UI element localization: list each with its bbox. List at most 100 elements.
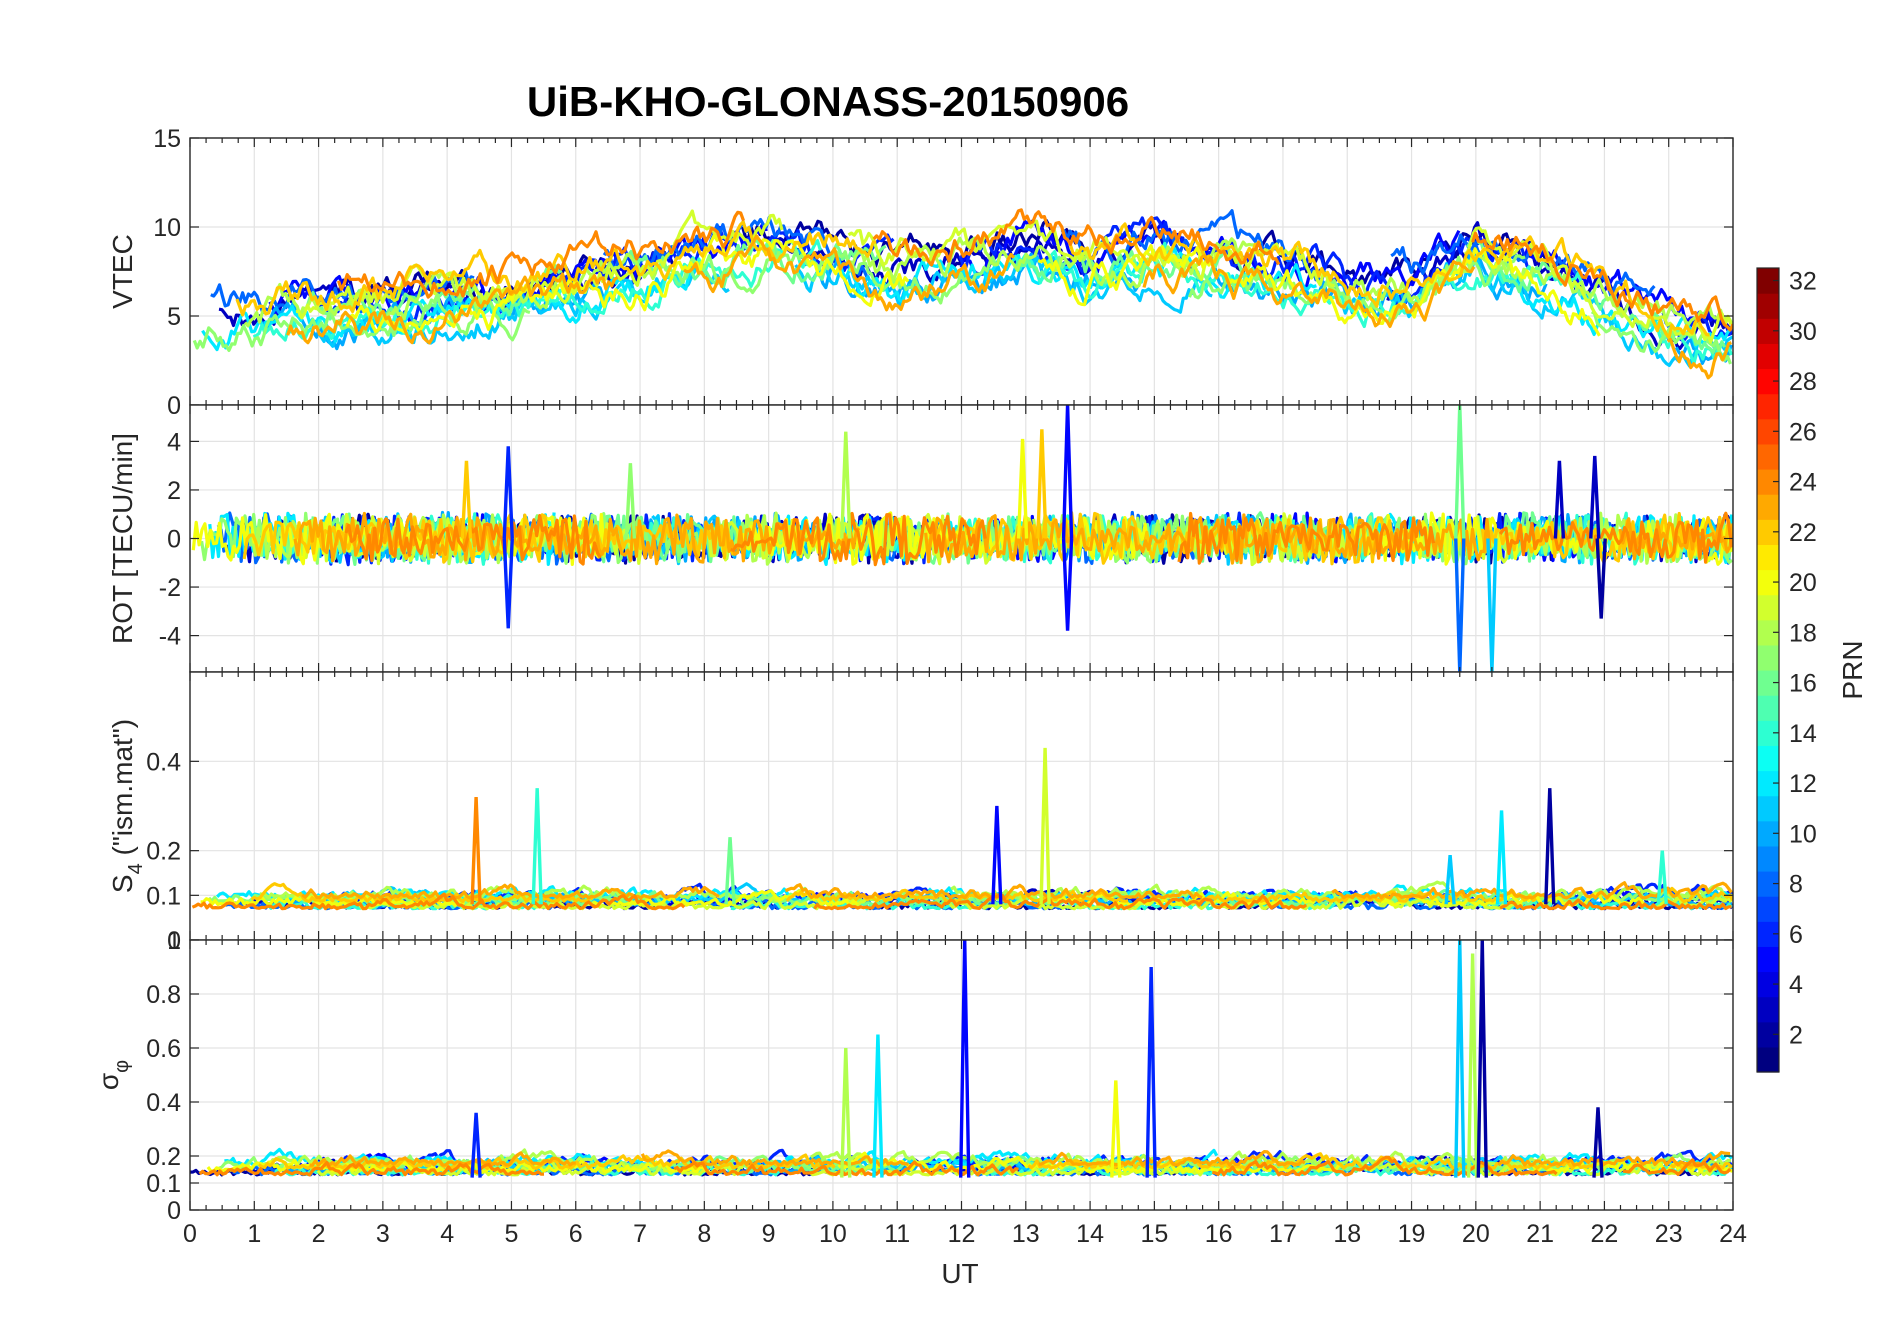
- y-tick-label: 0.2: [146, 838, 181, 866]
- series-prn-8: [1390, 233, 1656, 298]
- series-prn-22: [785, 888, 1129, 903]
- colorbar-tick-label: 30: [1789, 318, 1817, 346]
- colorbar-tick-label: 6: [1789, 921, 1803, 949]
- series-prn-24: [730, 511, 987, 567]
- series-prn-24: [1471, 231, 1733, 332]
- colorbar-swatch: [1757, 293, 1779, 319]
- panel-vtec: 0 5 10 15 VTEC: [107, 125, 1734, 420]
- series-prn-24: [872, 208, 1281, 267]
- y-tick-label: 0.2: [146, 1143, 181, 1171]
- series-group: [192, 208, 1733, 380]
- colorbar-tick-label: 24: [1789, 469, 1817, 497]
- spike-prn-8: [1454, 538, 1466, 672]
- colorbar-tick-label: 12: [1789, 770, 1817, 798]
- series-prn-20: [1532, 1159, 1733, 1174]
- spike-prn-22: [460, 460, 473, 539]
- spike-prn-16: [1454, 405, 1466, 539]
- colorbar-swatch: [1757, 1046, 1779, 1073]
- y-tick-label: 0.6: [146, 1035, 181, 1063]
- colorbar-swatch: [1757, 619, 1779, 646]
- y-tick-label: 4: [167, 428, 181, 456]
- x-tick-label: 11: [884, 1220, 910, 1248]
- series-prn-23: [1497, 1150, 1731, 1167]
- spike-prn-2: [1544, 788, 1556, 905]
- x-tick-label: 21: [1526, 1220, 1554, 1248]
- spike-prn-20: [1016, 438, 1029, 539]
- spike-prn-20: [1110, 1080, 1122, 1178]
- x-tick-label: 17: [1269, 1220, 1297, 1248]
- series-group: [191, 747, 1733, 911]
- colorbar-swatch: [1757, 268, 1779, 294]
- chart-title: UiB-KHO-GLONASS-20150906: [527, 78, 1129, 125]
- colorbar-swatch: [1757, 971, 1779, 998]
- series-prn-23: [309, 1151, 576, 1167]
- spike-prn-14: [531, 788, 543, 905]
- x-tick-label: 22: [1591, 1220, 1619, 1248]
- colorbar-swatch: [1757, 871, 1779, 897]
- series-prn-24: [1498, 511, 1733, 564]
- spike-prn-12: [1495, 810, 1508, 905]
- y-tick-label: 2: [167, 477, 181, 505]
- series-prn-23: [286, 272, 619, 345]
- series-prn-24: [1212, 1155, 1558, 1177]
- spike-prn-11: [1454, 940, 1466, 1178]
- series-prn-18: [1226, 1150, 1579, 1167]
- series-prn-23: [1142, 254, 1476, 328]
- y-tick-label: 0.4: [146, 1089, 181, 1117]
- y-axis-label-s4: S4 ("ism.mat"): [107, 719, 147, 893]
- colorbar-tick-label: 28: [1789, 368, 1817, 396]
- spike-prn-17: [624, 463, 637, 539]
- x-tick-label: 20: [1462, 1220, 1490, 1248]
- x-tick-label: 1: [247, 1220, 261, 1248]
- colorbar-tick-label: 32: [1789, 268, 1817, 296]
- x-tick-label: 14: [1076, 1220, 1104, 1248]
- panel-s4: 00.10.20.4S4 ("ism.mat"): [107, 671, 1734, 955]
- y-tick-label: 0.8: [146, 981, 181, 1009]
- series-prn-20: [837, 1151, 1341, 1174]
- x-tick-label: 4: [440, 1220, 454, 1248]
- x-tick-label: 24: [1719, 1220, 1747, 1248]
- colorbar-swatch: [1757, 569, 1779, 596]
- colorbar-swatch: [1757, 594, 1779, 621]
- x-tick-label: 0: [183, 1220, 197, 1248]
- x-tick-label: 6: [569, 1220, 583, 1248]
- spike-prn-3: [1589, 455, 1601, 539]
- y-axis-label-vtec: VTEC: [107, 234, 138, 309]
- x-tick-label: 10: [819, 1220, 847, 1248]
- y-axis-label-main: S: [107, 874, 138, 893]
- colorbar-swatch: [1757, 921, 1779, 947]
- colorbar-tick-label: 16: [1789, 670, 1817, 698]
- y-tick-label: 15: [153, 125, 181, 153]
- spike-prn-18: [840, 431, 852, 539]
- series-prn-24: [336, 210, 746, 299]
- y-axis-label-sub: 4: [125, 863, 147, 874]
- y-tick-label: 0: [167, 1197, 181, 1225]
- y-tick-label: 0.1: [146, 882, 181, 910]
- spike-prn-19: [1039, 747, 1051, 905]
- spike-prn-16: [724, 837, 736, 905]
- y-tick-label: 0.4: [146, 748, 181, 776]
- x-tick-label: 7: [633, 1220, 647, 1248]
- spike-prn-24: [470, 797, 482, 905]
- x-tick-label: 16: [1205, 1220, 1233, 1248]
- series-prn-23: [1666, 337, 1732, 380]
- spike-prn-2: [1592, 1107, 1604, 1178]
- colorbar-swatch: [1757, 946, 1779, 973]
- colorbar-tick-label: 22: [1789, 519, 1817, 547]
- colorbar-swatch: [1757, 368, 1779, 395]
- spike-prn-12: [872, 1034, 884, 1178]
- x-tick-label: 3: [376, 1220, 390, 1248]
- spike-prn-18: [1466, 953, 1479, 1178]
- series-prn-24: [813, 892, 1308, 911]
- colorbar-swatch: [1757, 343, 1779, 370]
- colorbar-swatch: [1757, 795, 1779, 822]
- y-tick-label: 1: [167, 927, 181, 955]
- y-tick-label: 5: [167, 303, 181, 331]
- colorbar-swatch: [1757, 896, 1779, 922]
- series-prn-24: [344, 514, 602, 566]
- series-prn-23: [301, 883, 720, 900]
- colorbar-swatch: [1757, 494, 1779, 520]
- spike-prn-5: [991, 805, 1003, 905]
